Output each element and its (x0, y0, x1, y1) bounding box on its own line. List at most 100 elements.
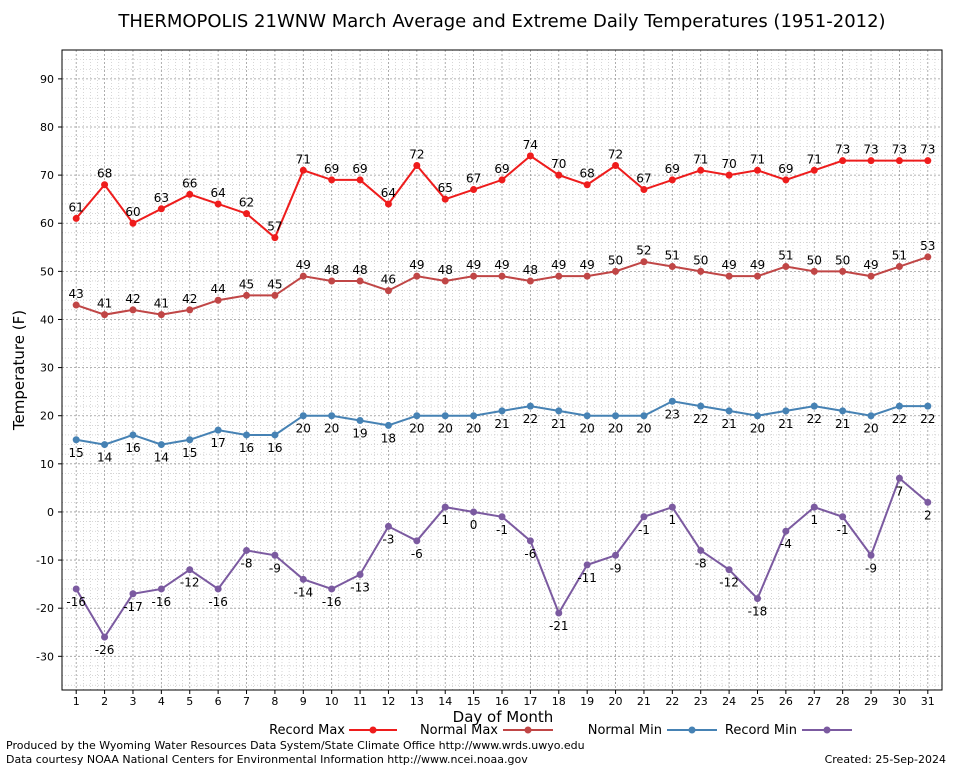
normal-min-data-label: 21 (835, 417, 850, 431)
normal-min-data-label: 15 (69, 446, 84, 460)
normal-max-point (583, 272, 591, 280)
record-min-point (72, 585, 80, 593)
normal-min-point (498, 407, 506, 415)
y-tick-label: 70 (40, 169, 54, 182)
record-max-data-label: 71 (807, 152, 822, 166)
record-min-data-label: -16 (66, 595, 86, 609)
normal-min-point (356, 417, 364, 425)
footer-data-courtesy: Data courtesy NOAA National Centers for … (6, 753, 528, 766)
record-max-point (214, 200, 222, 208)
normal-max-data-label: 48 (523, 263, 538, 277)
normal-min-point (555, 407, 563, 415)
normal-max-data-label: 49 (466, 258, 481, 272)
normal-max-point (612, 267, 620, 275)
normal-max-point (753, 272, 761, 280)
record-min-point (924, 498, 932, 506)
record-min-point (214, 585, 222, 593)
legend-marker-record-min (823, 726, 831, 734)
record-min-point (697, 546, 705, 554)
series-record-max: 61 68 60 63 66 64 62 57 71 69 69 64 72 65 67 69 74 70 68 72… (69, 138, 935, 242)
normal-min-data-label: 20 (296, 422, 311, 436)
normal-max-point (839, 267, 847, 275)
record-min-point (384, 522, 392, 530)
record-max-data-label: 70 (721, 157, 736, 171)
x-tick-label: 25 (750, 695, 764, 708)
record-max-data-label: 73 (892, 143, 907, 157)
normal-min-data-label: 21 (551, 417, 566, 431)
normal-min-data-label: 20 (636, 422, 651, 436)
x-tick-label: 7 (243, 695, 250, 708)
y-axis: -30 -20 -10 0 10 20 30 40 50 60 70 80 90 (36, 73, 62, 663)
normal-max-point (299, 272, 307, 280)
x-tick-label: 11 (353, 695, 367, 708)
normal-min-point (895, 402, 903, 410)
normal-max-point (413, 272, 421, 280)
x-tick-label: 19 (580, 695, 594, 708)
normal-min-point (867, 412, 875, 420)
series-normal-max: 43 41 42 41 42 44 45 45 49 48 48 46 49 48 49 49 48 49 49 50… (69, 239, 935, 319)
normal-max-point (101, 311, 109, 319)
record-max-data-label: 69 (778, 162, 793, 176)
record-min-point (668, 503, 676, 511)
record-min-data-label: -4 (780, 537, 792, 551)
normal-min-point (214, 426, 222, 434)
record-max-point (186, 190, 194, 198)
x-tick-label: 18 (552, 695, 566, 708)
record-max-point (328, 176, 336, 184)
record-max-data-label: 71 (693, 152, 708, 166)
normal-min-point (299, 412, 307, 420)
legend-marker-normal-min (688, 726, 696, 734)
normal-max-data-label: 45 (239, 277, 254, 291)
normal-max-data-label: 49 (409, 258, 424, 272)
record-min-data-label: 0 (470, 518, 478, 532)
x-tick-label: 27 (807, 695, 821, 708)
legend-marker-normal-max (524, 726, 532, 734)
record-max-data-label: 71 (296, 152, 311, 166)
series-record-min: -16-26-17 -16-12-16-8 -9-14-16-13-3-61 0 -1-… (66, 474, 932, 657)
normal-max-data-label: 43 (69, 287, 84, 301)
footer-created-date: Created: 25-Sep-2024 (825, 753, 946, 766)
normal-max-data-label: 41 (154, 297, 169, 311)
normal-min-point (526, 402, 534, 410)
record-max-point (470, 186, 478, 194)
record-min-data-label: -1 (638, 523, 650, 537)
normal-max-data-label: 48 (352, 263, 367, 277)
x-tick-label: 10 (325, 695, 339, 708)
y-tick-label: 60 (40, 217, 54, 230)
normal-max-point (72, 301, 80, 309)
record-min-point (782, 527, 790, 535)
normal-min-point (612, 412, 620, 420)
record-min-point (526, 537, 534, 545)
record-min-point (640, 513, 648, 521)
x-axis: 1 2 3 4 5 6 7 8 9 10 11 12 13 14 15 16 17 18 19 20 21 22 23 24 2… (73, 690, 935, 708)
normal-min-data-label: 22 (523, 412, 538, 426)
record-min-point (810, 503, 818, 511)
normal-max-point (384, 287, 392, 295)
legend-label-normal-max: Normal Max (420, 723, 498, 738)
normal-min-data-label: 20 (863, 422, 878, 436)
record-min-data-label: -21 (549, 619, 569, 633)
record-max-point (413, 161, 421, 169)
legend-label-record-min: Record Min (725, 723, 797, 738)
record-min-data-label: -17 (123, 600, 143, 614)
record-min-data-label: -6 (411, 547, 423, 561)
normal-min-data-label: 20 (580, 422, 595, 436)
record-max-point (526, 152, 534, 160)
record-max-point (271, 234, 279, 242)
record-max-point (697, 166, 705, 174)
normal-max-data-label: 42 (182, 292, 197, 306)
normal-max-point (668, 263, 676, 271)
x-tick-label: 23 (694, 695, 708, 708)
y-tick-label: -30 (36, 650, 54, 663)
x-tick-label: 4 (158, 695, 165, 708)
normal-min-point (271, 431, 279, 439)
normal-max-data-label: 42 (125, 292, 140, 306)
normal-max-data-label: 49 (580, 258, 595, 272)
record-max-data-label: 69 (665, 162, 680, 176)
normal-min-data-label: 20 (750, 422, 765, 436)
y-tick-label: 80 (40, 121, 54, 134)
normal-min-point (697, 402, 705, 410)
record-min-data-label: -13 (350, 581, 370, 595)
record-max-point (640, 186, 648, 194)
